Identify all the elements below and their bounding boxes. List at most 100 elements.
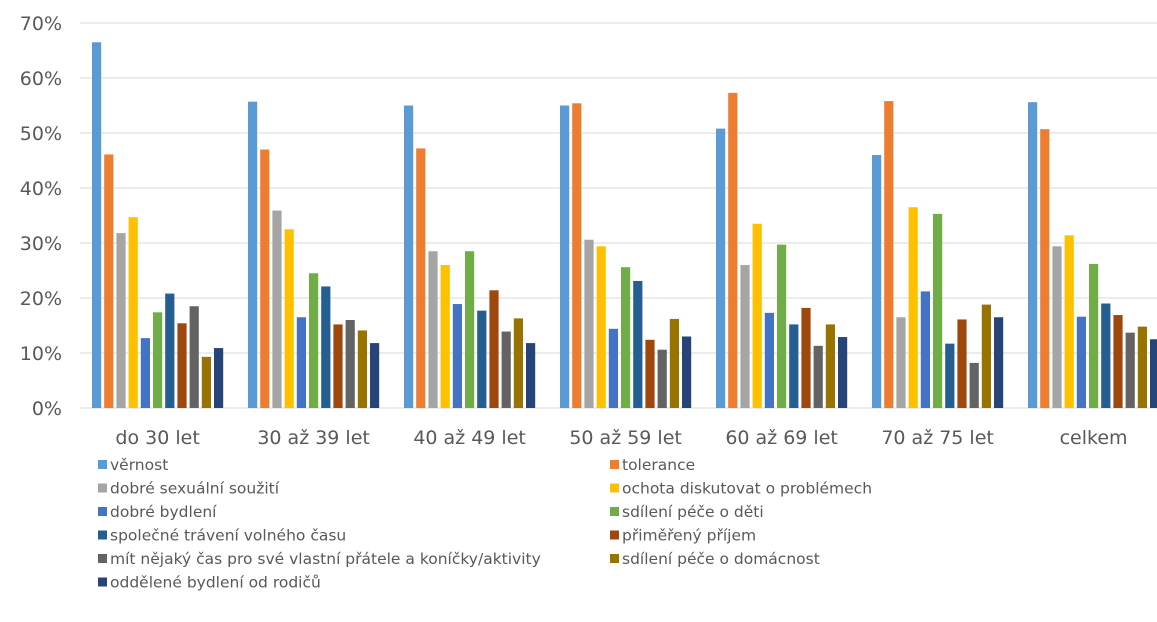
bar	[872, 155, 882, 408]
bar	[92, 42, 102, 408]
bar	[416, 148, 426, 408]
bar	[945, 343, 955, 408]
bar	[1052, 246, 1062, 408]
bar	[128, 217, 138, 408]
bar	[404, 105, 414, 408]
bar	[501, 331, 511, 408]
bar	[1137, 326, 1147, 408]
bar	[428, 251, 438, 408]
y-tick-label: 30%	[20, 233, 62, 255]
bar	[1064, 235, 1074, 408]
bar	[1028, 102, 1038, 408]
bar	[140, 338, 150, 408]
bar	[1150, 339, 1157, 408]
bar	[440, 265, 450, 408]
bar	[716, 128, 726, 408]
x-category-label: 40 až 49 let	[413, 427, 526, 449]
legend-swatch	[610, 507, 619, 516]
bar	[104, 154, 114, 408]
bar	[969, 362, 979, 408]
bar	[321, 286, 331, 408]
bar	[284, 229, 294, 408]
bar	[933, 213, 943, 408]
bar	[214, 348, 224, 408]
bar	[333, 324, 343, 408]
legend-label: přiměřený příjem	[622, 527, 756, 545]
bar	[645, 339, 655, 408]
bar	[248, 101, 258, 409]
bar	[1113, 315, 1123, 408]
bar	[452, 304, 462, 408]
bar	[608, 328, 618, 408]
legend-label: tolerance	[622, 456, 695, 474]
bar	[272, 210, 282, 408]
bar	[165, 293, 175, 408]
bar	[357, 330, 367, 408]
bar	[896, 317, 906, 408]
bar	[657, 349, 667, 408]
bar	[526, 343, 536, 408]
gridlines	[80, 22, 1157, 409]
legend-label: věrnost	[110, 456, 168, 474]
legend-swatch	[98, 577, 107, 587]
y-tick-label: 50%	[20, 123, 62, 145]
bar	[752, 223, 762, 408]
bar	[1125, 332, 1135, 408]
bar	[572, 103, 582, 409]
bar	[682, 336, 692, 408]
legend-label: sdílení péče o děti	[622, 503, 764, 521]
bar	[1040, 129, 1050, 408]
legend-label: dobré bydlení	[110, 503, 217, 521]
x-category-label: 30 až 39 let	[257, 427, 370, 449]
bar	[957, 319, 967, 408]
y-tick-label: 20%	[20, 288, 62, 310]
y-tick-label: 0%	[32, 398, 62, 420]
bar	[584, 239, 594, 408]
bar	[477, 310, 487, 408]
legend-swatch	[610, 530, 619, 540]
y-axis-ticks: 0% 10% 20% 30% 40% 50% 60% 70%	[20, 13, 62, 420]
bar	[633, 280, 643, 408]
legend-label: ochota diskutovat o problémech	[622, 480, 872, 498]
bar	[370, 343, 380, 408]
legend-swatch	[98, 483, 107, 493]
legend-label: sdílení péče o domácnost	[622, 550, 820, 568]
bar	[920, 291, 930, 408]
bar	[994, 317, 1004, 408]
legend-swatch	[610, 554, 619, 563]
bar	[621, 267, 631, 408]
x-category-label: celkem	[1060, 427, 1128, 449]
bar	[489, 290, 499, 408]
x-category-label: 60 až 69 let	[725, 427, 838, 449]
legend-label: společné trávení volného času	[110, 527, 346, 545]
legend-swatch	[98, 460, 107, 469]
legend-swatch	[98, 554, 107, 563]
y-tick-label: 10%	[20, 343, 62, 365]
legend-label: oddělené bydlení od rodičů	[110, 574, 321, 592]
bar	[345, 320, 355, 408]
bar	[908, 207, 918, 408]
bar	[838, 337, 848, 408]
bar	[789, 324, 799, 408]
legend-swatch	[98, 530, 107, 540]
legend-label: dobré sexuální soužití	[110, 480, 280, 498]
bar	[153, 312, 163, 408]
bar	[1089, 263, 1099, 408]
bar	[177, 323, 187, 408]
bar	[981, 304, 991, 408]
bars	[92, 42, 1157, 409]
bar	[1101, 303, 1111, 408]
bar	[260, 149, 270, 408]
bar	[777, 244, 787, 408]
legend: věrnost tolerance dobré sexuální soužití oc…	[98, 456, 872, 592]
bar	[1076, 316, 1086, 408]
bar	[189, 306, 199, 408]
bar	[296, 317, 306, 408]
bar	[813, 345, 823, 408]
bar	[513, 318, 523, 408]
legend-swatch	[98, 507, 107, 516]
legend-swatch	[610, 483, 619, 493]
bar	[596, 246, 606, 408]
y-tick-label: 40%	[20, 178, 62, 200]
